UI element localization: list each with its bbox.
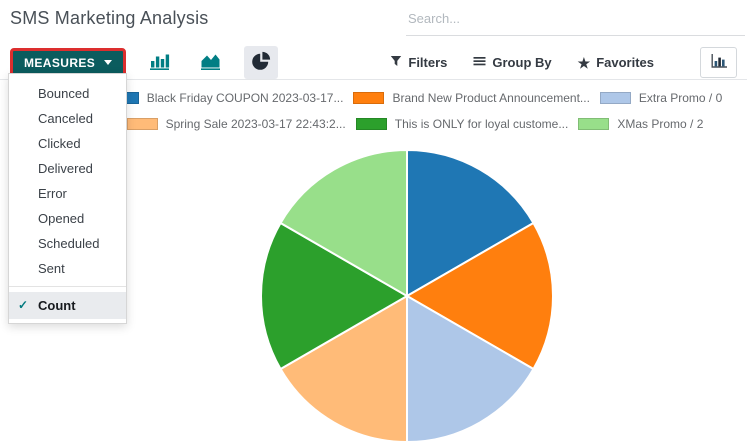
menu-item-clicked[interactable]: Clicked xyxy=(38,136,81,151)
legend-color-swatch xyxy=(578,118,610,130)
legend-item[interactable]: This is ONLY for loyal custome... xyxy=(355,117,569,131)
legend-color-swatch xyxy=(599,92,631,104)
filters-button[interactable]: Filters xyxy=(390,55,447,70)
legend-item[interactable]: Brand New Product Announcement... xyxy=(353,91,590,105)
menu-item-canceled[interactable]: Canceled xyxy=(38,111,93,126)
favorites-label: Favorites xyxy=(596,55,654,70)
filter-icon xyxy=(390,55,402,70)
area-chart-view-button[interactable] xyxy=(193,46,228,79)
graph-view-switcher-button[interactable] xyxy=(700,47,737,78)
chart-area: Black Friday COUPON 2023-03-17... Brand N… xyxy=(0,91,747,444)
legend-color-swatch xyxy=(126,118,158,130)
menu-item-count[interactable]: ✓ Count xyxy=(9,292,126,319)
legend-label: Spring Sale 2023-03-17 22:43:2... xyxy=(165,117,346,131)
legend-color-swatch xyxy=(355,118,387,130)
star-icon: ★ xyxy=(577,54,591,71)
menu-item-error[interactable]: Error xyxy=(38,186,67,201)
legend-item[interactable]: Extra Promo / 0 xyxy=(599,91,723,105)
legend-label: Black Friday COUPON 2023-03-17... xyxy=(146,91,344,105)
chevron-down-icon xyxy=(104,60,113,65)
area-chart-icon xyxy=(200,51,221,74)
legend-item[interactable]: XMas Promo / 2 xyxy=(578,117,703,131)
pie-chart-icon xyxy=(251,51,271,74)
legend-label: Brand New Product Announcement... xyxy=(392,91,590,105)
legend-item[interactable]: Black Friday COUPON 2023-03-17... xyxy=(107,91,344,105)
bar-chart-icon xyxy=(149,51,170,74)
menu-item-scheduled[interactable]: Scheduled xyxy=(38,236,100,251)
pie-slice-0[interactable] xyxy=(406,148,535,298)
group-by-button[interactable]: Group By xyxy=(473,55,552,70)
legend-label: Extra Promo / 0 xyxy=(638,91,723,105)
legend-label: This is ONLY for loyal custome... xyxy=(394,117,569,131)
menu-item-sent[interactable]: Sent xyxy=(38,261,65,276)
bar-chart-icon xyxy=(710,53,728,72)
pie-chart xyxy=(260,148,554,444)
measures-button-label: MEASURES xyxy=(24,55,96,70)
pie-slice-4[interactable] xyxy=(260,221,410,371)
legend-item[interactable]: Spring Sale 2023-03-17 22:43:2... xyxy=(126,117,346,131)
pie-chart-view-button[interactable] xyxy=(244,46,279,79)
menu-item-bounced[interactable]: Bounced xyxy=(38,86,90,101)
group-by-label: Group By xyxy=(492,55,552,70)
menu-divider xyxy=(9,286,126,287)
check-icon: ✓ xyxy=(18,298,29,312)
bar-chart-view-button[interactable] xyxy=(142,46,177,79)
legend-label: XMas Promo / 2 xyxy=(617,117,704,131)
menu-item-opened[interactable]: Opened xyxy=(38,211,85,226)
menu-item-delivered[interactable]: Delivered xyxy=(38,161,93,176)
control-panel: SMS Marketing Analysis MEASURES xyxy=(0,0,747,80)
filters-label: Filters xyxy=(408,55,448,70)
search-bar xyxy=(406,8,745,36)
chart-legend: Black Friday COUPON 2023-03-17... Brand N… xyxy=(95,91,735,131)
pie-slice-5[interactable] xyxy=(279,148,408,298)
search-input[interactable] xyxy=(406,8,745,36)
legend-color-swatch xyxy=(353,92,385,104)
favorites-button[interactable]: ★ Favorites xyxy=(578,55,654,70)
pie-slice-1[interactable] xyxy=(404,221,554,371)
page-title: SMS Marketing Analysis xyxy=(10,8,209,28)
group-by-icon xyxy=(473,55,486,70)
measures-dropdown-menu: Bounced Canceled Clicked Delivered Error Open… xyxy=(8,73,127,324)
menu-item-count-label: Count xyxy=(38,298,76,313)
